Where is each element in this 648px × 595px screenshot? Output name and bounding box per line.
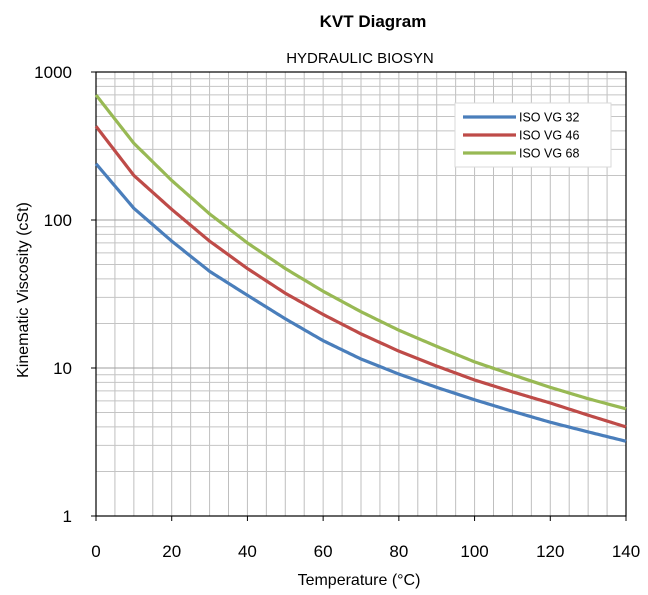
x-tick-label: 120 (536, 542, 564, 561)
x-tick-label: 40 (238, 542, 257, 561)
legend-label: ISO VG 32 (519, 111, 579, 125)
tick-labels: 0 20 40 60 80 100 120 140 1 10 100 1000 (34, 63, 640, 561)
x-tick-label: 140 (612, 542, 640, 561)
y-tick-label: 100 (44, 211, 72, 230)
x-tick-label: 20 (162, 542, 181, 561)
legend-label: ISO VG 46 (519, 129, 579, 143)
y-axis-label: Kinematic Viscosity (cSt) (15, 202, 32, 378)
chart-title: KVT Diagram (320, 12, 427, 31)
x-tick-label: 80 (389, 542, 408, 561)
plot-area (95, 71, 627, 517)
x-tick-label: 60 (314, 542, 333, 561)
grid (95, 72, 627, 517)
y-tick-label: 1000 (34, 63, 72, 82)
series-line-2 (94, 125, 627, 429)
y-tick-label: 1 (63, 507, 72, 526)
x-tick-label: 100 (460, 542, 488, 561)
series-line-1 (94, 162, 627, 443)
x-tick-label: 0 (91, 542, 100, 561)
chart-subtitle: HYDRAULIC BIOSYN (286, 50, 434, 67)
legend: ISO VG 32 ISO VG 46 ISO VG 68 (454, 102, 612, 168)
series-group (94, 93, 627, 443)
x-axis-label: Temperature (°C) (298, 572, 421, 589)
y-tick-label: 10 (53, 359, 72, 378)
series-line-3 (94, 93, 627, 411)
legend-label: ISO VG 68 (519, 147, 579, 161)
